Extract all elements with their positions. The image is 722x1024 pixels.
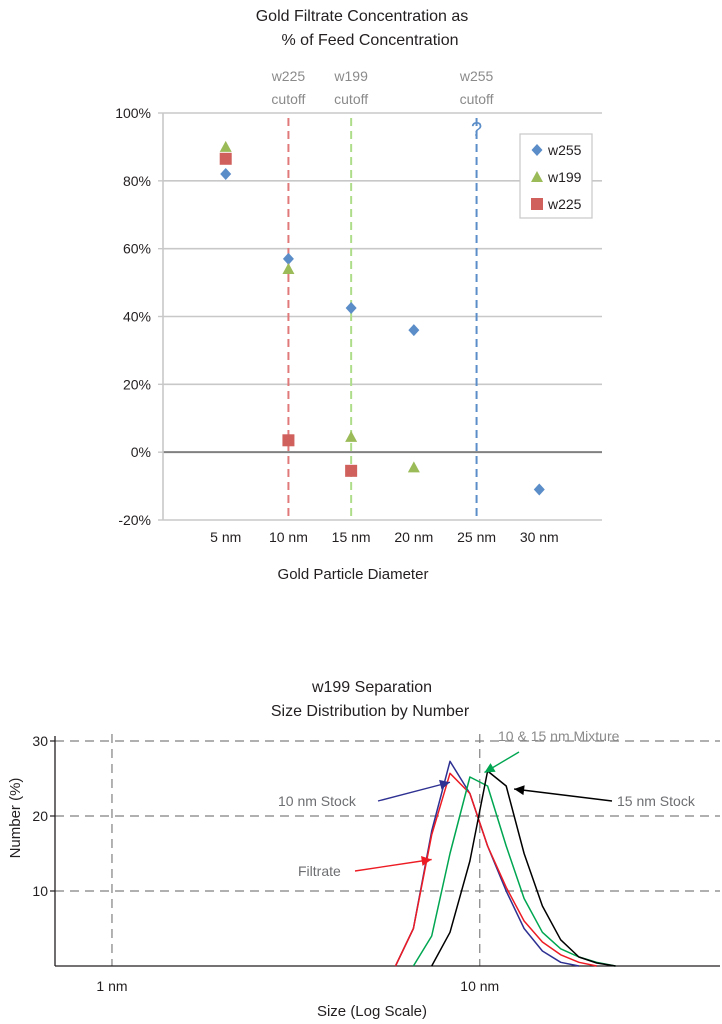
cutoff-label-w255: w255 <box>459 68 494 84</box>
chart2-gridlines <box>55 734 720 966</box>
chart1-x-axis-label: Gold Particle Diameter <box>278 566 429 583</box>
w255-point <box>408 324 420 337</box>
chart2-title-line2: Size Distribution by Number <box>271 703 470 720</box>
w199-point <box>345 430 358 442</box>
chart2-series-lines <box>394 760 616 967</box>
x-tick-label: 20 nm <box>394 529 433 545</box>
y-tick-label: 100% <box>115 105 151 121</box>
w225-point <box>345 464 358 477</box>
annotation-arrow-0 <box>377 781 451 802</box>
cutoff-sublabel-w199: cutoff <box>334 91 368 107</box>
chart1-x-tick-labels: 5 nm 10 nm 15 nm 20 nm 25 nm 30 nm <box>210 529 559 545</box>
legend-marker-w255 <box>531 144 543 156</box>
x-tick-label: 10 nm <box>269 529 308 545</box>
chart1-y-tick-labels: -20% 0% 20% 40% 60% 80% 100% <box>115 105 163 528</box>
y-tick-label: 30 <box>32 733 48 749</box>
chart1-data-points <box>219 140 545 496</box>
series-line-filtrate <box>394 772 597 967</box>
w255-point <box>533 483 545 496</box>
chart1-title-line2: % of Feed Concentration <box>282 32 459 49</box>
chart1-title-line1: Gold Filtrate Concentration as <box>256 8 469 25</box>
chart1-gridlines <box>162 112 602 521</box>
chart2-x-axis-label: Size (Log Scale) <box>317 1003 427 1020</box>
size-distribution-chart: w199 Separation Size Distribution by Num… <box>7 679 720 1020</box>
x-tick-label: 5 nm <box>210 529 241 545</box>
annotation-arrowhead-0 <box>439 779 450 790</box>
x-tick-label: 30 nm <box>520 529 559 545</box>
chart1-legend: w255 w199 w225 <box>519 133 593 219</box>
cutoff-label-w225: w225 <box>271 68 306 84</box>
cutoff-question-mark: ? <box>471 119 482 141</box>
annotation-arrow-3 <box>514 788 613 802</box>
legend-label-w225: w225 <box>547 196 582 212</box>
w199-point <box>407 461 420 473</box>
cutoff-sublabel-w225: cutoff <box>271 91 305 107</box>
w199-point <box>282 263 295 275</box>
x-tick-label: 1 nm <box>96 978 127 994</box>
y-tick-label: 60% <box>123 241 151 257</box>
y-tick-label: -20% <box>118 512 151 528</box>
y-tick-label: 80% <box>123 173 151 189</box>
legend-marker-w199 <box>531 171 543 182</box>
cutoff-sublabel-w255: cutoff <box>460 91 494 107</box>
annotation-label-2: 10 & 15 nm Mixture <box>498 728 620 744</box>
annotation-label-3: 15 nm Stock <box>617 793 696 809</box>
annotation-arrowhead-2 <box>484 763 496 773</box>
w199-point <box>219 140 232 152</box>
w255-point <box>282 252 294 265</box>
y-tick-label: 0% <box>131 444 151 460</box>
y-tick-label: 20 <box>32 808 48 824</box>
annotation-arrowhead-3 <box>514 785 525 796</box>
chart2-title-line1: w199 Separation <box>311 679 432 696</box>
chart1-cutoff-lines: w225 cutoff w199 cutoff w255 cutoff? <box>271 68 494 520</box>
annotation-label-0: 10 nm Stock <box>278 793 357 809</box>
w225-point <box>219 152 232 165</box>
cutoff-label-w199: w199 <box>333 68 368 84</box>
chart2-annotations: 10 nm Stock Filtrate 10 & 15 nm Mixture 15 … <box>278 728 696 879</box>
legend-label-w255: w255 <box>547 142 582 158</box>
w255-point <box>345 302 357 315</box>
filtrate-concentration-chart: Gold Filtrate Concentration as % of Feed… <box>115 8 602 583</box>
legend-marker-w225 <box>531 198 543 210</box>
series-line-15-nm-stock <box>431 770 616 967</box>
chart2-y-axis-label: Number (%) <box>7 778 24 859</box>
annotation-arrowhead-1 <box>421 856 432 866</box>
w225-point <box>282 434 295 447</box>
y-tick-label: 10 <box>32 883 48 899</box>
chart2-axes: 10 20 30 1 nm 10 nm <box>32 733 720 994</box>
x-tick-label: 25 nm <box>457 529 496 545</box>
y-tick-label: 40% <box>123 309 151 325</box>
x-tick-label: 10 nm <box>460 978 499 994</box>
series-line-10-15-nm-mixture <box>412 776 616 967</box>
annotation-arrow-1 <box>354 858 432 872</box>
y-tick-label: 20% <box>123 376 151 392</box>
w255-point <box>220 168 232 181</box>
legend-label-w199: w199 <box>547 169 582 185</box>
x-tick-label: 15 nm <box>332 529 371 545</box>
annotation-label-1: Filtrate <box>298 863 341 879</box>
